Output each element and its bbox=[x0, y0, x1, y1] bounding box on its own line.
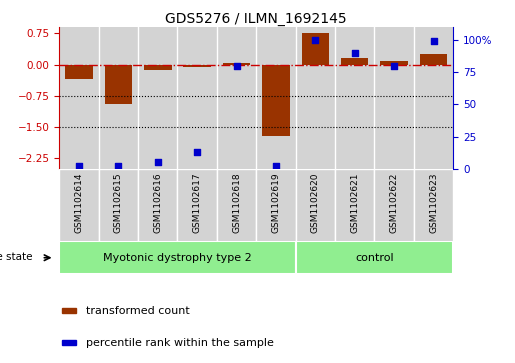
Point bbox=[272, 163, 280, 169]
Text: Myotonic dystrophy type 2: Myotonic dystrophy type 2 bbox=[103, 253, 252, 263]
Text: GSM1102617: GSM1102617 bbox=[193, 172, 201, 233]
Text: GSM1102618: GSM1102618 bbox=[232, 172, 241, 233]
Point bbox=[193, 149, 201, 155]
Bar bbox=[414, 27, 453, 169]
Text: GSM1102614: GSM1102614 bbox=[75, 172, 83, 233]
Bar bbox=[138, 27, 177, 169]
Bar bbox=[138, 169, 177, 243]
Bar bbox=[335, 27, 374, 169]
Text: GSM1102615: GSM1102615 bbox=[114, 172, 123, 233]
Bar bbox=[420, 54, 448, 65]
Text: transformed count: transformed count bbox=[79, 306, 190, 316]
Bar bbox=[296, 241, 453, 274]
Text: GSM1102622: GSM1102622 bbox=[390, 172, 399, 233]
Bar bbox=[374, 27, 414, 169]
Bar bbox=[144, 65, 171, 70]
Point bbox=[351, 50, 359, 56]
Point bbox=[114, 163, 123, 169]
Bar bbox=[262, 65, 290, 136]
Text: control: control bbox=[355, 253, 393, 263]
Bar bbox=[296, 169, 335, 243]
Bar bbox=[177, 27, 217, 169]
Text: GSM1102620: GSM1102620 bbox=[311, 172, 320, 233]
Bar bbox=[59, 169, 99, 243]
Point bbox=[390, 63, 398, 69]
Text: GSM1102616: GSM1102616 bbox=[153, 172, 162, 233]
Bar bbox=[374, 169, 414, 243]
Bar bbox=[380, 61, 408, 65]
Bar bbox=[217, 169, 256, 243]
Text: GSM1102623: GSM1102623 bbox=[429, 172, 438, 233]
Bar bbox=[59, 27, 98, 169]
Point bbox=[232, 63, 241, 69]
Bar bbox=[59, 241, 296, 274]
Bar bbox=[105, 65, 132, 104]
Bar bbox=[414, 169, 453, 243]
Bar bbox=[62, 340, 76, 346]
Point bbox=[75, 163, 83, 169]
Text: percentile rank within the sample: percentile rank within the sample bbox=[79, 338, 274, 348]
Bar bbox=[256, 169, 296, 243]
Bar bbox=[177, 169, 217, 243]
Bar bbox=[296, 27, 335, 169]
Bar bbox=[301, 33, 329, 65]
Bar bbox=[98, 27, 138, 169]
Point bbox=[311, 37, 319, 43]
Bar bbox=[335, 169, 374, 243]
Title: GDS5276 / ILMN_1692145: GDS5276 / ILMN_1692145 bbox=[165, 12, 347, 26]
Bar bbox=[217, 27, 256, 169]
Text: GSM1102619: GSM1102619 bbox=[271, 172, 280, 233]
Bar bbox=[222, 62, 250, 65]
Bar bbox=[65, 65, 93, 79]
Bar bbox=[99, 169, 138, 243]
Point bbox=[153, 159, 162, 165]
Bar bbox=[62, 308, 76, 314]
Text: GSM1102621: GSM1102621 bbox=[350, 172, 359, 233]
Point bbox=[430, 38, 438, 44]
Bar bbox=[341, 58, 369, 65]
Text: disease state: disease state bbox=[0, 252, 32, 262]
Bar bbox=[183, 65, 211, 67]
Bar bbox=[256, 27, 296, 169]
